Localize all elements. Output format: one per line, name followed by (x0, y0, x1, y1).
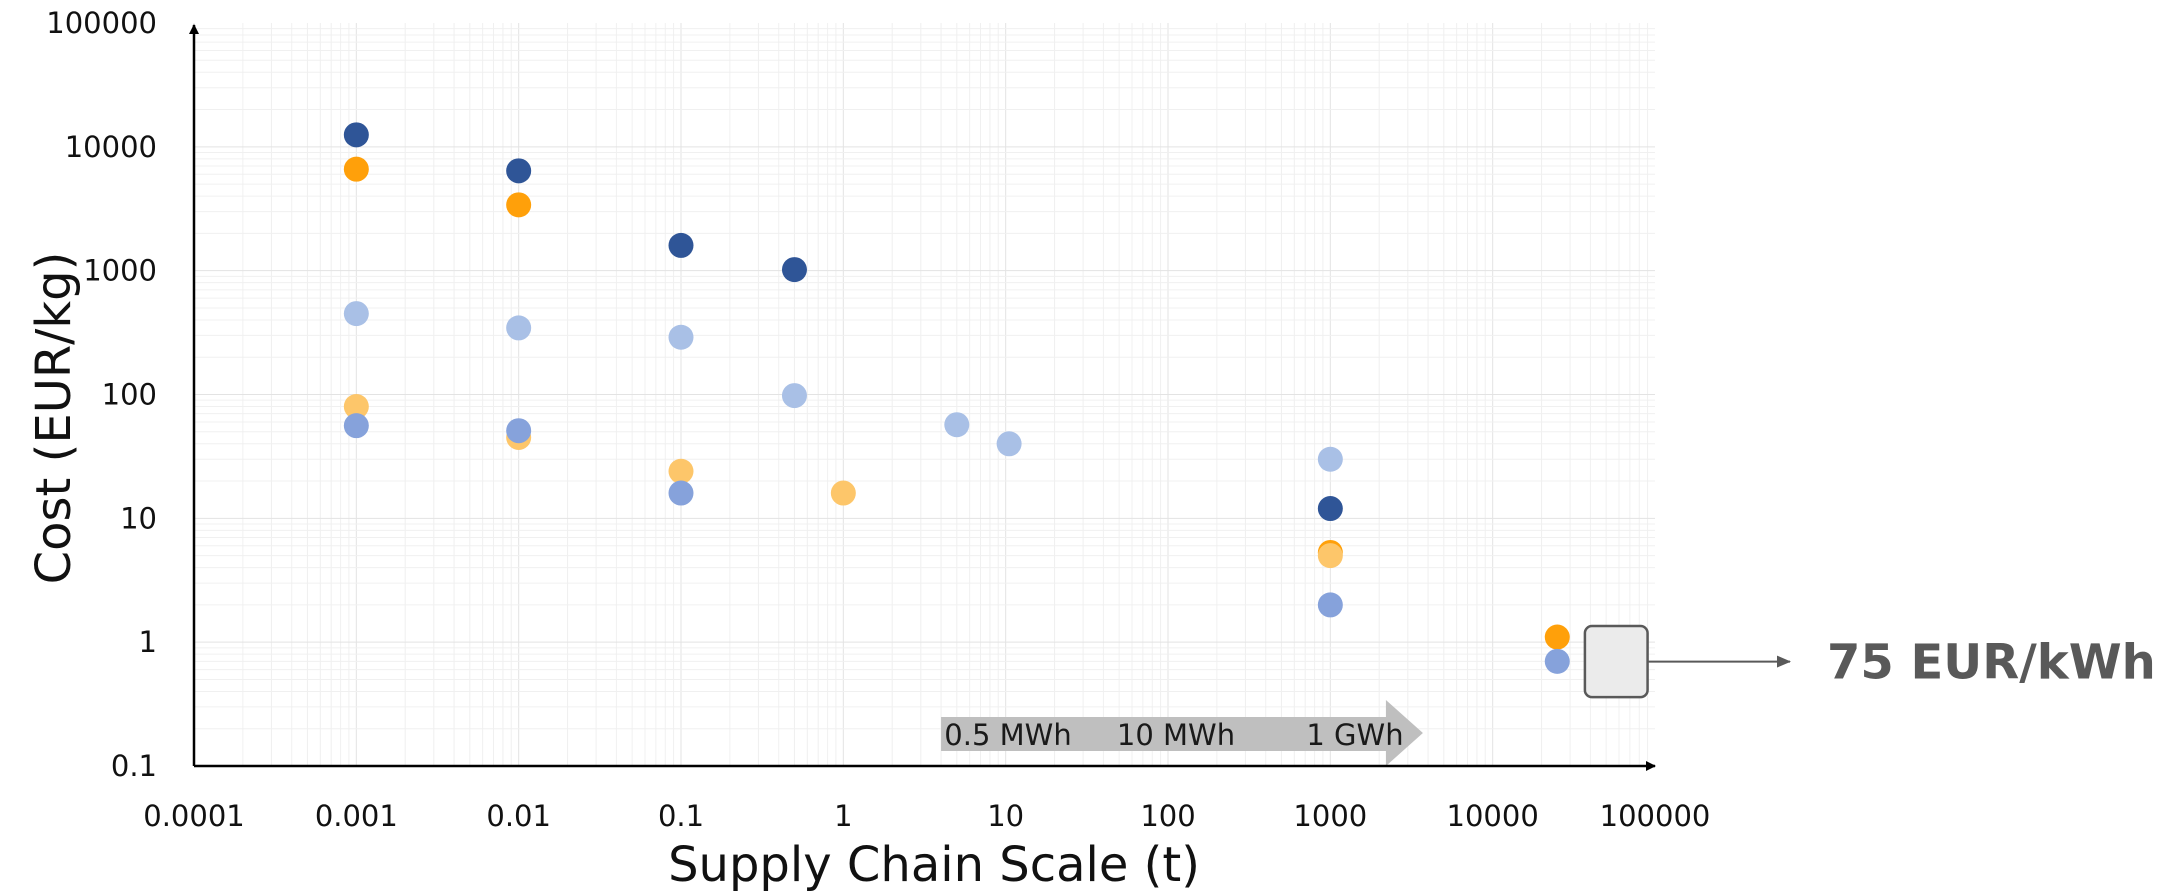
data-point (668, 458, 694, 484)
data-point (343, 301, 369, 327)
callout-label: 75 EUR/kWh (1827, 635, 2156, 691)
y-tick-label: 1000 (83, 254, 157, 288)
scale-band-label: 10 MWh (1117, 718, 1235, 752)
data-point (781, 257, 807, 283)
y-tick-label: 100 (102, 378, 157, 412)
plot-grid (193, 23, 1655, 767)
data-point (668, 232, 694, 258)
y-tick-label: 100000 (46, 6, 157, 40)
y-tick-label: 10 (120, 501, 157, 535)
data-point (343, 394, 369, 420)
scale-band: 0.5 MWh 10 MWh 1 GWh (941, 700, 1423, 766)
x-tick-label: 10 (987, 799, 1024, 833)
data-point (996, 431, 1022, 457)
y-axis-title: Cost (EUR/kg) (26, 252, 82, 585)
data-point (506, 158, 532, 184)
x-tick-label: 10000 (1447, 799, 1539, 833)
data-point (668, 324, 694, 350)
y-tick-label: 10000 (65, 130, 157, 164)
data-point (506, 315, 532, 341)
data-point (343, 156, 369, 182)
x-tick-label: 0.01 (486, 799, 551, 833)
data-point (1317, 543, 1343, 569)
highlight-group: 75 EUR/kWh (1583, 624, 2156, 699)
data-point (1544, 648, 1570, 674)
x-tick-label: 100000 (1600, 799, 1711, 833)
data-point (1544, 624, 1570, 650)
axes (189, 24, 1656, 771)
data-point (781, 383, 807, 409)
scale-band-label: 1 GWh (1306, 718, 1403, 752)
data-point (506, 192, 532, 218)
x-tick-label: 0.1 (658, 799, 704, 833)
x-tick-label: 0.0001 (143, 799, 244, 833)
y-tick-label: 0.1 (111, 749, 157, 783)
data-point (1317, 496, 1343, 522)
data-point (830, 480, 856, 506)
data-point (1317, 592, 1343, 618)
data-point (343, 413, 369, 439)
x-tick-label: 1 (834, 799, 852, 833)
x-tick-labels: 0.0001 0.001 0.01 0.1 1 10 100 1000 10000 100000 (143, 799, 1710, 833)
highlight-box (1583, 624, 1649, 699)
scale-band-arrow (941, 700, 1423, 766)
data-point (343, 122, 369, 148)
scale-band-label: 0.5 MWh (944, 718, 1071, 752)
data-point (668, 480, 694, 506)
data-points (343, 122, 1626, 695)
x-tick-label: 0.001 (315, 799, 398, 833)
data-point (1317, 446, 1343, 472)
y-tick-labels: 0.1 1 10 100 1000 10000 100000 (46, 6, 157, 783)
y-tick-label: 1 (139, 625, 157, 659)
data-point (944, 412, 970, 438)
x-tick-label: 1000 (1293, 799, 1367, 833)
data-point (506, 418, 532, 444)
x-tick-label: 100 (1140, 799, 1195, 833)
x-axis-title: Supply Chain Scale (t) (668, 837, 1200, 893)
